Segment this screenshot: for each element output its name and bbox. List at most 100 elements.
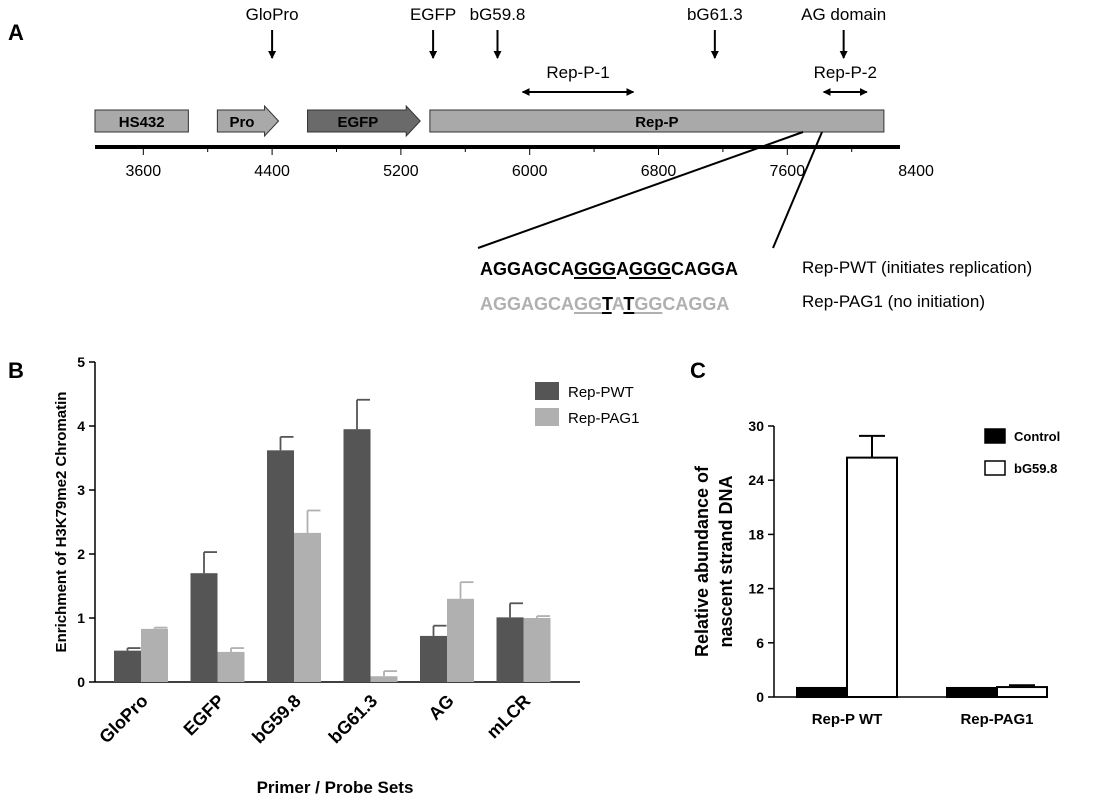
- axis-tick-label: 3600: [126, 163, 162, 180]
- x-axis-title: Primer / Probe Sets: [257, 778, 414, 797]
- axis-tick-label: 8400: [898, 163, 934, 180]
- legend-label: bG59.8: [1014, 461, 1057, 476]
- sequence-segment: AGGAGCA: [480, 259, 574, 279]
- panel-a: A GloPro EGFP bG59.8 bG61.3 AG domain Rep-P-…: [8, 5, 1032, 314]
- zoom-lines: [477, 131, 823, 249]
- y-axis-title-line1: Relative abundance of: [692, 465, 712, 657]
- y-tick-label: 2: [77, 546, 85, 562]
- sequence-segment: GG: [634, 294, 662, 314]
- sequence-underlines: [574, 277, 672, 314]
- sequence-segment: T: [623, 294, 634, 314]
- feature-label: bG59.8: [470, 5, 526, 24]
- bar-rep-pwt-ag: [420, 635, 447, 682]
- feature-label: AG domain: [801, 5, 886, 24]
- y-tick-label: 4: [77, 418, 85, 434]
- sequence-ag1: AGGAGCAGGTATGGCAGGA: [480, 294, 729, 314]
- x-tick-label: Rep-PAG1: [960, 711, 1033, 728]
- gene-label: Rep-P: [635, 114, 678, 131]
- bar-bg59.8-rep-pag1: [996, 686, 1048, 699]
- bar-rep-pag1-mlcr: [523, 618, 551, 682]
- amplicon-label: Rep-P-2: [814, 63, 877, 82]
- axis-tick-label: 6000: [512, 163, 548, 180]
- sequence-segment: AGGAGCA: [480, 294, 574, 314]
- amplicons: Rep-P-1 Rep-P-2: [521, 63, 877, 96]
- y-axis-title: Enrichment of H3K79me2 Chromatin: [53, 392, 70, 653]
- x-tick-label: EGFP: [180, 691, 229, 740]
- sequence-segment: GG: [574, 294, 602, 314]
- bar-rep-pag1-glopro: [141, 628, 168, 682]
- x-tick-label: mLCR: [483, 691, 535, 743]
- sequences: AGGAGCAGGGAGGGCAGGA Rep-PWT (initiates r…: [480, 258, 1032, 314]
- x-tick-label: Rep-P WT: [812, 711, 883, 728]
- sequence-segment: A: [616, 259, 629, 279]
- sequence-wt: AGGAGCAGGGAGGGCAGGA: [480, 259, 738, 279]
- sequence-wt-label: Rep-PWT (initiates replication): [802, 258, 1032, 277]
- y-tick-label: 30: [748, 418, 764, 434]
- legend-label: Rep-PAG1: [568, 410, 639, 427]
- sequence-ag1-label: Rep-PAG1 (no initiation): [802, 292, 985, 311]
- x-tick-label: bG59.8: [248, 691, 305, 748]
- y-tick-label: 24: [748, 472, 764, 488]
- panel-c-label: C: [690, 358, 706, 383]
- gene-boxes: HS432 Pro EGFP Rep-P: [94, 104, 885, 138]
- bar-bg59.8-rep-p-wt: [846, 456, 898, 698]
- legend-label: Rep-PWT: [568, 384, 634, 401]
- y-tick-label: 6: [756, 635, 764, 651]
- axis-tick-label: 5200: [383, 163, 419, 180]
- chart-c: 0 6 12 18 24 30 Rep-P WT Rep-PAG1 Relative abund…: [692, 418, 1060, 728]
- panel-a-label: A: [8, 20, 24, 45]
- chart-b: 0 1 2 3 4 5 GloPro EGFP bG59.8 bG61.3 AG mLCR Enrich…: [53, 354, 639, 797]
- feature-label: GloPro: [246, 5, 299, 24]
- x-tick-label: AG: [425, 691, 458, 724]
- gene-arrow-egfp: [307, 104, 421, 138]
- coordinate-axis: 3600 4400 5200 6000 6800 7600 8400: [95, 145, 934, 180]
- gene-label: EGFP: [337, 114, 378, 131]
- bar-rep-pwt-egfp: [190, 573, 218, 682]
- gene-label: Pro: [229, 114, 254, 131]
- bar-rep-pwt-bg59.8: [267, 450, 294, 682]
- legend-swatch: [535, 382, 559, 400]
- panel-b-label: B: [8, 358, 24, 383]
- bar-rep-pag1-ag: [447, 598, 474, 682]
- legend-swatch: [984, 428, 1006, 444]
- axis-tick-label: 4400: [254, 163, 290, 180]
- legend-label: Control: [1014, 429, 1060, 444]
- gene-arrow-pro: [216, 104, 280, 138]
- sequence-segment: A: [612, 294, 625, 314]
- gene-box-hs432: [94, 109, 189, 133]
- y-tick-label: 12: [748, 581, 764, 597]
- y-tick-label: 5: [77, 354, 85, 370]
- bar-rep-pag1-egfp: [217, 651, 245, 682]
- x-tick-label: GloPro: [95, 691, 152, 748]
- y-tick-label: 0: [756, 689, 764, 705]
- bar-rep-pag1-bg59.8: [294, 532, 321, 682]
- feature-label: bG61.3: [687, 5, 743, 24]
- sequence-segment: T: [602, 294, 613, 314]
- bar-rep-pwt-glopro: [114, 650, 141, 682]
- legend-swatch: [984, 460, 1006, 476]
- sequence-segment: GGG: [574, 259, 616, 279]
- panel-c: C 0 6 12 18 24 30 Rep-P WT Rep-PAG1 Relative abu…: [690, 358, 1060, 728]
- bar-rep-pwt-mlcr: [496, 617, 524, 682]
- axis-tick-label: 7600: [770, 163, 806, 180]
- bar-rep-pag1-bg61.3: [370, 676, 398, 682]
- x-tick-label: bG61.3: [325, 691, 382, 748]
- axis-tick-label: 6800: [641, 163, 677, 180]
- gene-label: HS432: [119, 114, 165, 131]
- bar-rep-pwt-bg61.3: [343, 429, 371, 682]
- sequence-segment: CAGGA: [671, 259, 738, 279]
- y-tick-label: 1: [77, 610, 85, 626]
- sequence-segment: CAGGA: [662, 294, 729, 314]
- feature-arrows: GloPro EGFP bG59.8 bG61.3 AG domain: [246, 5, 886, 59]
- amplicon-label: Rep-P-1: [546, 63, 609, 82]
- y-tick-label: 0: [77, 674, 85, 690]
- y-tick-label: 18: [748, 526, 764, 542]
- feature-label: EGFP: [410, 5, 456, 24]
- panel-b: B 0 1 2 3 4 5 GloPro EGFP bG59.8 bG61.3 AG mLCR Enri…: [8, 354, 639, 797]
- y-axis-title-line2: nascent strand DNA: [716, 475, 736, 647]
- y-tick-label: 3: [77, 482, 85, 498]
- gene-box-rep-p: [429, 109, 885, 133]
- bar-control-rep-p-wt: [796, 686, 848, 699]
- legend-swatch: [535, 408, 559, 426]
